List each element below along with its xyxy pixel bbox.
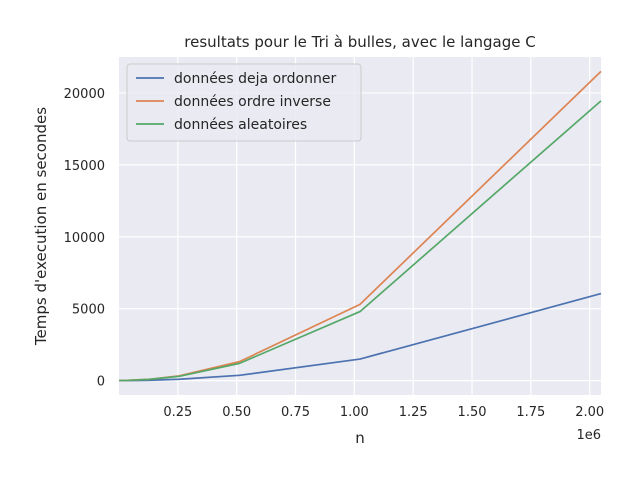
x-axis-offset-label: 1e6 <box>576 428 601 443</box>
series-layer <box>118 70 602 382</box>
y-tick-label: 0 <box>97 375 105 390</box>
x-tick-label: 0.75 <box>281 405 310 420</box>
legend-label-3: données aleatoires <box>174 117 307 133</box>
x-tick-label: 0.25 <box>163 405 192 420</box>
y-axis-label: Temps d'execution en secondes <box>32 107 50 346</box>
y-axis-ticks: 0 5000 10000 15000 20000 <box>64 87 105 390</box>
y-tick-label: 20000 <box>64 87 105 102</box>
legend-label-2: données ordre inverse <box>174 94 331 110</box>
legend: données deja ordonner données ordre inver… <box>126 63 362 142</box>
y-tick-label: 5000 <box>72 303 105 318</box>
x-axis-label: n <box>355 429 365 447</box>
chart-title: resultats pour le Tri à bulles, avec le … <box>184 33 535 51</box>
y-tick-label: 10000 <box>64 231 105 246</box>
series-line-3 <box>118 100 602 382</box>
x-tick-label: 0.50 <box>222 405 251 420</box>
legend-box <box>126 63 362 142</box>
x-tick-label: 1.75 <box>516 405 545 420</box>
x-tick-label: 2.00 <box>575 405 604 420</box>
legend-label-1: données deja ordonner <box>174 71 336 87</box>
x-tick-label: 1.25 <box>399 405 428 420</box>
y-tick-label: 15000 <box>64 159 105 174</box>
x-tick-label: 1.50 <box>458 405 487 420</box>
x-tick-label: 1.00 <box>340 405 369 420</box>
x-axis-ticks: 0.25 0.50 0.75 1.00 1.25 1.50 1.75 2.00 <box>163 405 604 420</box>
